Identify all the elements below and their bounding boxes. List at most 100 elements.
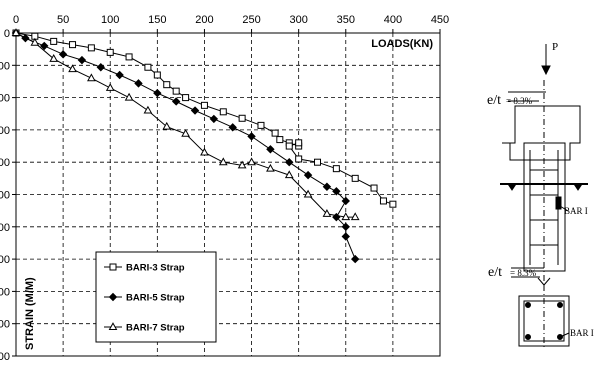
series-2: [11, 28, 360, 264]
point-diamond: [40, 41, 49, 51]
plot-frame: [15, 32, 441, 357]
legend-item: BARI-7 Strap: [104, 322, 185, 334]
point-square: [200, 101, 208, 109]
point-triangle: [350, 212, 360, 221]
series-3: [11, 28, 360, 221]
point-diamond: [58, 50, 68, 59]
point-square: [285, 142, 293, 150]
column-head: [502, 105, 581, 161]
point-diamond: [228, 123, 237, 132]
point-square: [295, 155, 303, 163]
point-square: [370, 184, 378, 192]
point-diamond: [190, 106, 200, 115]
legend-label: BARI-5 Strap: [126, 293, 185, 304]
point-triangle: [124, 92, 134, 101]
x-tick-label: 0: [13, 14, 19, 26]
point-diamond: [96, 63, 106, 72]
y-tick-label: -3500: [0, 254, 10, 266]
legend-item: BARI-5 Strap: [104, 293, 185, 304]
x-tick-label: 250: [242, 14, 260, 26]
x-tick-label: 100: [101, 14, 119, 26]
point-diamond: [332, 187, 341, 196]
point-triangle: [266, 163, 275, 172]
series-group: [11, 28, 397, 264]
bar-label-leader-2: [559, 332, 570, 338]
point-triangle: [237, 160, 247, 169]
point-diamond: [341, 196, 350, 206]
x-axis-label: LOADS(KN): [371, 38, 433, 50]
point-diamond: [322, 182, 332, 191]
point-triangle: [247, 157, 256, 166]
bar-label-1: BAR I: [564, 206, 588, 216]
point-triangle: [322, 209, 332, 217]
ecc-top-value: = 8.3%: [506, 96, 533, 106]
point-square: [109, 263, 117, 271]
section-bar-1: [525, 302, 531, 308]
point-diamond: [341, 232, 350, 241]
point-square: [182, 94, 190, 102]
point-diamond: [171, 97, 181, 106]
point-diamond: [108, 292, 118, 302]
ecc-bottom-tick-b: [543, 277, 551, 286]
point-diamond: [303, 170, 313, 180]
point-diamond: [134, 79, 143, 88]
point-square: [125, 53, 133, 61]
point-square: [50, 37, 58, 45]
point-triangle: [49, 54, 59, 62]
point-diamond: [77, 55, 87, 65]
point-square: [257, 121, 265, 129]
x-tick-label: 200: [195, 14, 213, 26]
point-triangle: [105, 83, 115, 91]
series-line: [15, 32, 356, 218]
point-triangle: [143, 105, 153, 114]
x-tick-label: 400: [384, 14, 402, 26]
point-triangle: [200, 147, 209, 156]
point-diamond: [266, 145, 275, 154]
section-bar-3: [525, 334, 531, 340]
point-diamond: [153, 88, 162, 98]
point-square: [351, 174, 359, 182]
point-square: [144, 63, 152, 71]
y-tick-label: -3000: [0, 222, 10, 234]
point-diamond: [209, 114, 219, 124]
point-triangle: [162, 121, 172, 130]
point-square: [314, 158, 322, 166]
point-diamond: [350, 254, 360, 264]
x-tick-label: 450: [431, 14, 449, 26]
bar-label-2: BAR I: [570, 328, 594, 338]
legend-label: BARI-7 Strap: [126, 323, 185, 334]
series-line: [15, 32, 356, 260]
point-triangle: [284, 170, 294, 179]
x-tick-label: 350: [337, 14, 355, 26]
bar-label-leader-1: [559, 205, 569, 212]
point-diamond: [247, 132, 256, 141]
y-tick-label: -2000: [0, 157, 10, 169]
point-triangle: [218, 157, 228, 166]
ecc-bottom-label: e/t: [488, 265, 502, 280]
point-square: [379, 197, 387, 205]
point-square: [332, 165, 340, 173]
support-left: [507, 183, 517, 191]
point-square: [106, 48, 114, 56]
point-square: [153, 71, 161, 79]
point-triangle: [341, 212, 351, 221]
x-tick-labels: 0 50 100 150 200 250 300 350 400 450: [13, 14, 449, 26]
point-triangle: [303, 189, 313, 198]
point-square: [295, 139, 303, 147]
point-diamond: [341, 222, 350, 232]
load-arrow-head: [541, 65, 551, 76]
section-bar-2: [557, 302, 563, 308]
point-diamond: [285, 157, 294, 167]
x-tick-label: 300: [289, 14, 307, 26]
legend-item: BARI-3 Strap: [104, 263, 185, 274]
y-axis-label: STRAIN (M/M): [24, 277, 36, 350]
grid-lines: [12, 29, 441, 357]
point-square: [389, 200, 397, 208]
point-square: [219, 108, 227, 116]
point-square: [238, 114, 246, 122]
legend-label: BARI-3 Strap: [126, 263, 185, 274]
point-square: [87, 44, 95, 52]
